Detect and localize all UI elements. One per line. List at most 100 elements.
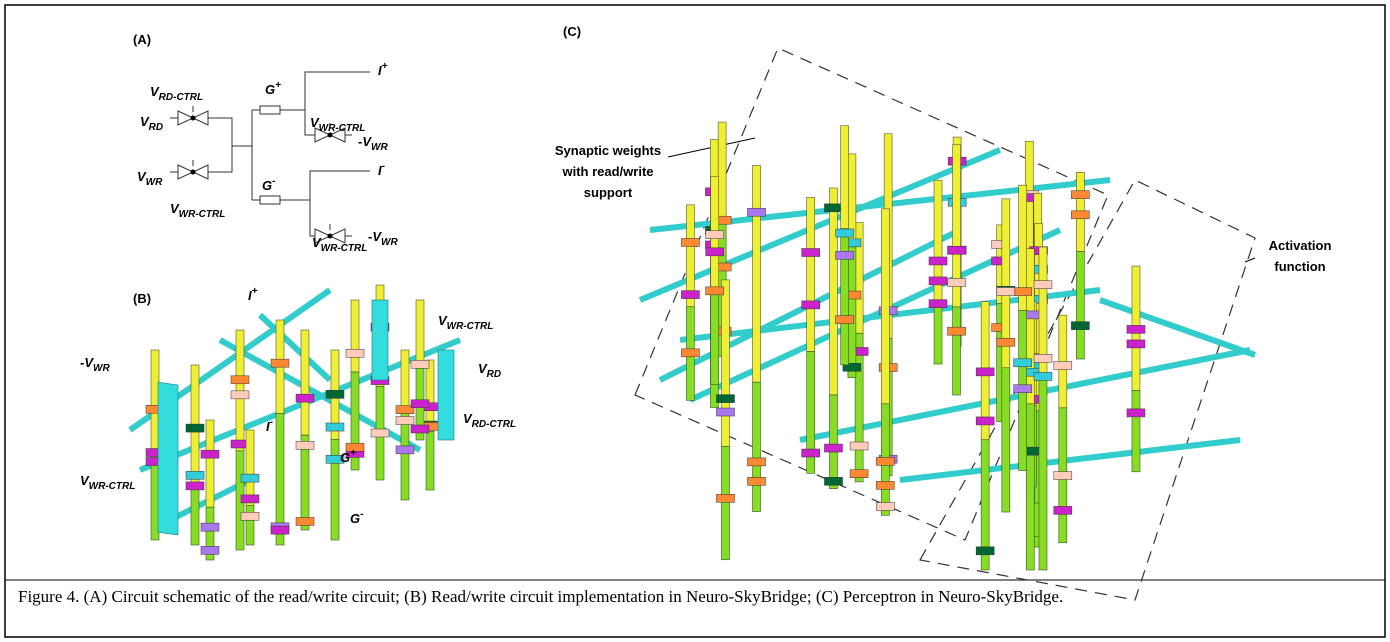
label-base: G <box>340 450 350 465</box>
via <box>716 395 734 403</box>
label-base: G <box>265 82 275 97</box>
via <box>1034 372 1052 380</box>
annotation: function <box>1274 259 1325 274</box>
via <box>948 246 966 254</box>
via <box>1127 325 1145 333</box>
via <box>231 376 249 384</box>
pillar <box>246 506 254 545</box>
pillar <box>753 166 761 383</box>
pillar <box>246 430 254 506</box>
via <box>1014 359 1032 367</box>
via <box>371 429 389 437</box>
label-sub: RD <box>487 369 501 380</box>
label: VWR <box>137 169 163 188</box>
via <box>748 458 766 466</box>
via <box>716 494 734 502</box>
via <box>997 338 1015 346</box>
label-sup: - <box>382 161 386 172</box>
label: -VWR <box>368 229 398 248</box>
via <box>836 229 854 237</box>
via <box>1127 340 1145 348</box>
pillar <box>829 188 837 395</box>
pillar <box>881 209 889 404</box>
via <box>850 470 868 478</box>
pillar <box>426 431 434 490</box>
pillar <box>1132 390 1140 471</box>
label: VWR-CTRL <box>80 473 135 492</box>
label: VRD-CTRL <box>150 84 203 103</box>
illustrations <box>130 48 1255 600</box>
label-sub: WR <box>146 177 163 188</box>
via <box>836 316 854 324</box>
pillar <box>841 126 849 229</box>
pillar <box>301 330 309 435</box>
via <box>231 391 249 399</box>
block <box>438 350 454 440</box>
label-sup: + <box>382 61 388 72</box>
via <box>1071 191 1089 199</box>
pillar <box>841 229 849 365</box>
via <box>296 441 314 449</box>
label-sub: WR-CTRL <box>447 321 494 332</box>
pillar <box>206 420 214 507</box>
pillar <box>236 330 244 451</box>
label: G- <box>350 509 364 526</box>
via <box>1054 472 1072 480</box>
via <box>681 238 699 246</box>
via <box>241 474 259 482</box>
label: I- <box>378 161 386 178</box>
via <box>271 526 289 534</box>
via <box>976 368 994 376</box>
via <box>411 360 429 368</box>
pillar <box>848 247 856 378</box>
via <box>748 208 766 216</box>
via <box>948 279 966 287</box>
via <box>1034 354 1052 362</box>
via <box>748 477 766 485</box>
via <box>186 424 204 432</box>
label: -VWR <box>80 355 110 374</box>
pillar <box>1039 378 1047 570</box>
via <box>824 444 842 452</box>
label: VWR-CTRL <box>438 313 493 332</box>
via <box>186 482 204 490</box>
label: G- <box>262 176 276 193</box>
pillar <box>934 307 942 364</box>
via <box>802 249 820 257</box>
via <box>296 517 314 525</box>
via <box>296 394 314 402</box>
via <box>1014 385 1032 393</box>
pillar <box>721 280 729 447</box>
panel-tag: (C) <box>563 24 581 39</box>
label-sub: WR-CTRL <box>321 243 368 254</box>
via <box>1054 361 1072 369</box>
via <box>186 471 204 479</box>
page: {"panels":{"a":{"tag":"(A)","labels":[ {… <box>0 0 1390 642</box>
label: G+ <box>265 80 281 97</box>
label-sub: RD-CTRL <box>159 92 203 103</box>
via <box>241 495 259 503</box>
pillar <box>401 350 409 412</box>
panel-tag: (A) <box>133 32 151 47</box>
via <box>706 231 724 239</box>
label: I+ <box>378 61 388 78</box>
label-sub: WR <box>381 237 398 248</box>
via <box>681 349 699 357</box>
block <box>158 382 178 535</box>
via <box>1014 288 1032 296</box>
via <box>346 349 364 357</box>
via <box>929 277 947 285</box>
via <box>1071 211 1089 219</box>
via <box>997 287 1015 295</box>
pillar <box>331 439 339 540</box>
via <box>271 359 289 367</box>
panel-tag: (B) <box>133 291 151 306</box>
pillar <box>351 300 359 372</box>
via <box>326 423 344 431</box>
label-sup: + <box>252 286 258 297</box>
caption: Figure 4. (A) Circuit schematic of the r… <box>18 586 1370 608</box>
via <box>802 449 820 457</box>
annotation: Synaptic weights <box>555 143 661 158</box>
pillar <box>426 360 434 431</box>
label-sup: - <box>272 176 276 187</box>
